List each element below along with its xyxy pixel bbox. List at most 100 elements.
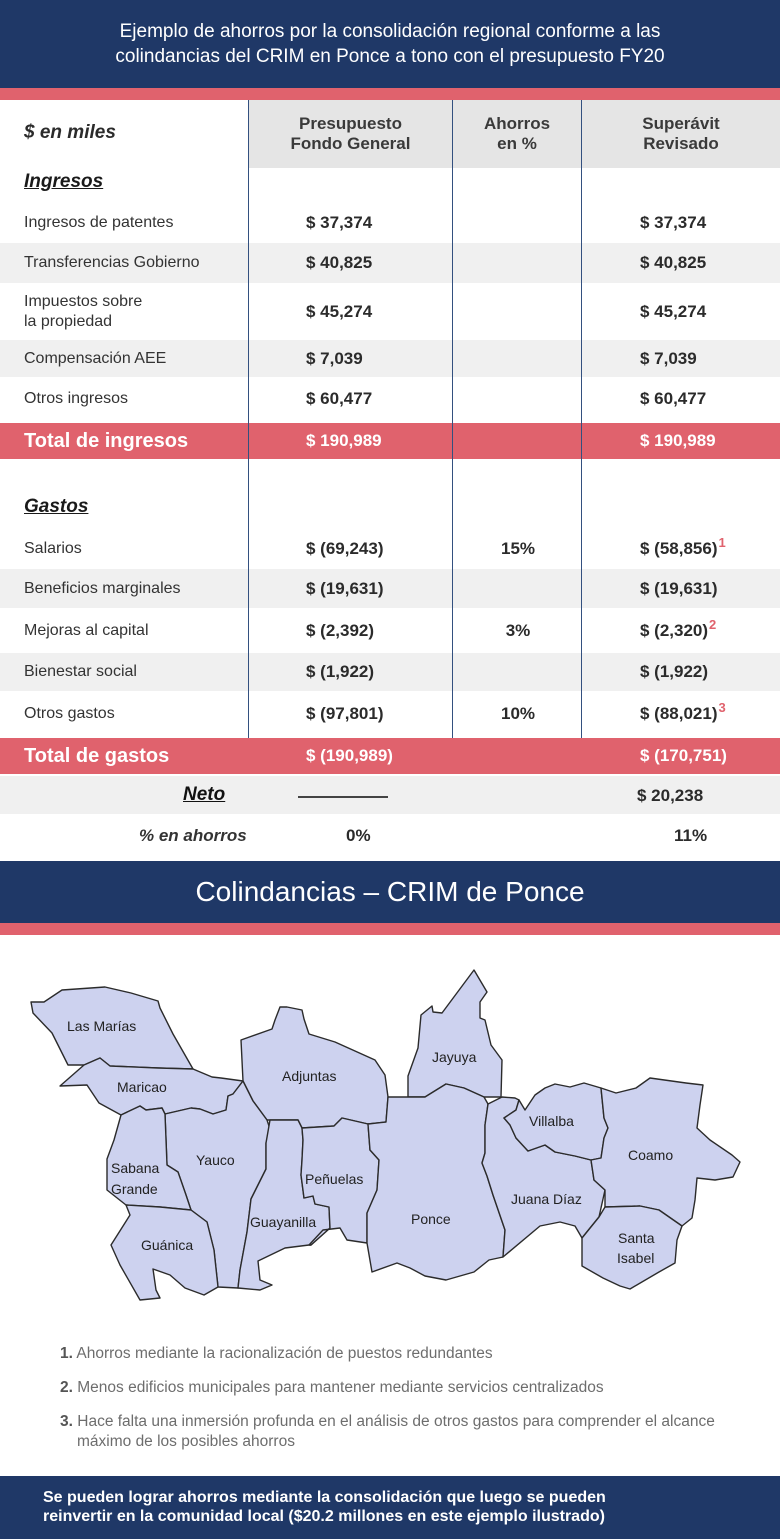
revised-value: $ 37,374 [640,213,707,232]
region-santa-isabel [581,1205,683,1290]
row-label: Impuestos sobre la propiedad [24,292,142,332]
label-isabel: Isabel [617,1250,654,1266]
total-ingresos-row: Total de ingresos $ 190,989 $ 190,989 [0,423,780,459]
table-row: Salarios $ (69,243) 15% $ (58,856)1 [0,528,780,569]
footnote-item: 2. Menos edificios municipales para mant… [60,1378,770,1398]
accent-divider [0,923,780,935]
label-coamo: Coamo [628,1147,673,1163]
region-jayuya [407,969,503,1098]
budget-value: $ (2,392) [306,620,375,640]
row-label: Otros ingresos [24,390,129,407]
revised-value: $ (2,320)2 [640,617,716,641]
row-label-line: Impuestos sobre [24,292,143,310]
total-label: Total de gastos [24,745,170,767]
label-juana-diaz: Juana Díaz [511,1191,582,1207]
budget-value: $ 40,825 [306,253,373,272]
map-title-banner: Colindancias – CRIM de Ponce [0,861,780,923]
region-ponce [366,1083,506,1281]
row-label: Otros gastos [24,704,115,722]
revised-value: $ (1,922) [640,662,709,681]
table-row: Mejoras al capital $ (2,392) 3% $ (2,320… [0,608,780,653]
map-svg: Las Marías Maricao Adjuntas Jayuya Yauco… [30,969,741,1301]
row-label: Transferencias Gobierno [24,254,200,271]
column-header-budget: Presupuesto Fondo General [249,100,452,168]
footnote-item: 1. Ahorros mediante la racionalización d… [60,1344,770,1364]
revised-value: $ (58,856)1 [640,535,726,559]
neto-budget-dash [298,796,388,798]
section-ingresos: Ingresos [24,171,104,192]
municipality-map: Las Marías Maricao Adjuntas Jayuya Yauco… [0,935,780,1325]
total-budget: $ 190,989 [306,431,382,450]
column-header-text: Presupuesto [299,114,402,133]
column-header-text: Revisado [643,134,719,153]
budget-value: $ (69,243) [306,538,384,558]
savings-pct: 15% [500,538,536,558]
map-title: Colindancias – CRIM de Ponce [195,876,585,907]
label-guayanilla: Guayanilla [250,1214,316,1230]
column-divider [452,100,453,772]
budget-value: $ 7,039 [306,348,363,368]
neto-revised: $ 20,238 [637,786,704,805]
budget-value: $ (97,801) [306,703,384,723]
region-guanica [110,1204,219,1301]
savings-pct: 10% [500,703,536,723]
table-row: Transferencias Gobierno $ 40,825 $ 40,82… [0,243,780,283]
region-coamo [590,1077,741,1227]
footnote-text: Ahorros mediante la racionalización de p… [76,1345,493,1362]
column-header-savings-pct: Ahorros en % [453,100,581,168]
label-jayuya: Jayuya [432,1049,477,1065]
column-header-text: Superávit [642,114,720,133]
total-label: Total de ingresos [24,430,189,452]
footer-banner: Se pueden lograr ahorros mediante la con… [0,1476,780,1539]
row-label: Ingresos de patentes [24,214,174,231]
budget-value: $ (1,922) [306,662,375,681]
revised-amount: $ (2,320) [640,620,709,640]
savings-pct-budget: 0% [346,826,371,845]
table-row: Otros ingresos $ 60,477 $ 60,477 [0,377,780,421]
row-label: Beneficios marginales [24,579,181,597]
footnote-number: 2. [60,1379,73,1396]
table-row: Otros gastos $ (97,801) 10% $ (88,021)3 [0,691,780,736]
row-label: Salarios [24,539,82,557]
column-divider [581,100,582,772]
total-gastos-row: Total de gastos $ (190,989) $ (170,751) [0,738,780,774]
label-las-marias: Las Marías [67,1018,136,1034]
footnote-number: 3. [60,1413,73,1430]
footnotes: 1. Ahorros mediante la racionalización d… [60,1344,770,1466]
map-labels: Las Marías Maricao Adjuntas Jayuya Yauco… [67,1018,673,1266]
total-revised: $ (170,751) [640,746,727,765]
units-label: $ en miles [24,122,116,143]
savings-pct: 3% [505,620,531,640]
footnote-text: Menos edificios municipales para mantene… [77,1379,604,1396]
footnote-number: 1. [60,1345,73,1362]
region-sabana-grande [106,1105,192,1211]
revised-value: $ 7,039 [640,348,697,368]
revised-value: $ (19,631) [640,578,718,598]
savings-pct-label: % en ahorros [139,826,247,845]
accent-divider [0,88,780,100]
budget-value: $ 45,274 [306,301,373,321]
revised-amount: $ (58,856) [640,538,718,558]
revised-amount: $ (88,021) [640,703,718,723]
total-budget: $ (190,989) [306,746,393,765]
row-label: Bienestar social [24,663,137,680]
footer-line: Se pueden lograr ahorros mediante la con… [43,1489,606,1506]
column-header-text: Fondo General [290,134,411,153]
page-title-banner: Ejemplo de ahorros por la consolidación … [0,0,780,88]
footnote-marker: 1 [718,534,726,550]
savings-pct-revised: 11% [674,826,708,845]
section-gastos: Gastos [24,496,89,517]
table-row: Bienestar social $ (1,922) $ (1,922) [0,653,780,691]
label-yauco: Yauco [196,1152,235,1168]
label-grande: Grande [111,1181,158,1197]
row-label: Compensación AEE [24,349,167,367]
budget-value: $ 60,477 [306,389,373,408]
footnote-text: Hace falta una inmersión profunda en el … [77,1413,715,1450]
label-sabana: Sabana [111,1160,159,1176]
label-maricao: Maricao [117,1079,167,1095]
footnote-marker: 3 [718,699,726,715]
savings-pct-row: % en ahorros 0% 11% [0,814,780,858]
column-divider [248,100,249,772]
label-penuelas: Peñuelas [305,1171,363,1187]
label-santa: Santa [618,1230,655,1246]
